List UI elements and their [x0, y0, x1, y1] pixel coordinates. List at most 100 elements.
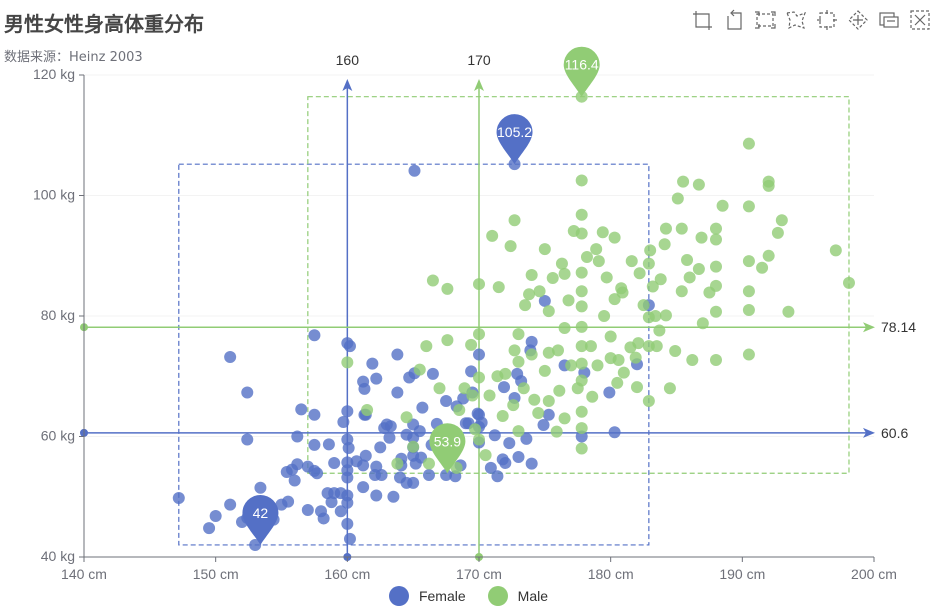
- chart-title: 男性女性身高体重分布: [4, 12, 204, 36]
- point-female: [341, 405, 354, 418]
- point-female: [370, 372, 383, 385]
- point-female: [520, 432, 533, 445]
- point-male: [631, 381, 643, 394]
- data-view-icon[interactable]: [878, 9, 900, 31]
- point-male: [762, 249, 775, 262]
- legend-dot-female: [388, 586, 409, 606]
- point-female: [488, 429, 501, 442]
- point-male: [508, 344, 521, 357]
- legend-item-female[interactable]: Female: [388, 586, 466, 606]
- point-female: [374, 441, 387, 454]
- point-male: [575, 300, 588, 313]
- point-male: [632, 337, 645, 350]
- point-male: [413, 363, 426, 376]
- point-male: [756, 261, 769, 274]
- point-male: [771, 226, 784, 239]
- point-male: [683, 271, 696, 284]
- point-female: [403, 371, 416, 384]
- point-female: [542, 408, 555, 421]
- point-male: [590, 243, 603, 256]
- point-male: [575, 285, 588, 298]
- point-female: [282, 495, 295, 508]
- point-male: [361, 403, 374, 416]
- point-female: [383, 431, 396, 444]
- point-female: [203, 522, 216, 535]
- point-male: [675, 285, 688, 298]
- point-female: [603, 386, 616, 399]
- point-female: [391, 348, 404, 361]
- point-female: [308, 408, 321, 421]
- point-male: [575, 405, 588, 418]
- point-male: [584, 340, 597, 353]
- point-male: [552, 344, 564, 357]
- keep-selection-icon[interactable]: [816, 9, 838, 31]
- point-male: [519, 299, 532, 312]
- point-male: [469, 423, 482, 436]
- zoom-reset-icon[interactable]: [723, 9, 745, 31]
- legend-item-male[interactable]: Male: [487, 586, 549, 606]
- point-female: [291, 458, 304, 471]
- clear-selection-icon[interactable]: [847, 9, 869, 31]
- point-male: [629, 351, 642, 364]
- point-male: [532, 407, 545, 420]
- point-male: [525, 269, 538, 282]
- point-male: [575, 208, 588, 221]
- rect-select-icon[interactable]: [754, 9, 776, 31]
- point-male: [742, 255, 755, 268]
- point-male: [575, 422, 588, 435]
- point-female: [337, 416, 350, 429]
- point-male: [508, 214, 521, 227]
- point-male: [611, 376, 624, 389]
- point-female: [416, 401, 429, 414]
- pin-marker-female: [242, 494, 279, 545]
- x-tick-label: 150 cm: [193, 566, 239, 582]
- point-female: [241, 433, 254, 446]
- point-male: [528, 393, 541, 406]
- point-male: [473, 278, 485, 291]
- point-female: [375, 469, 388, 482]
- point-male: [592, 255, 605, 268]
- mark-line-arrow-male: [863, 322, 875, 333]
- point-female: [343, 340, 356, 353]
- pin-marker-male: [563, 46, 600, 97]
- zoom-in-icon[interactable]: [692, 9, 714, 31]
- restore-icon[interactable]: [909, 9, 931, 31]
- point-male: [596, 226, 609, 239]
- point-male: [466, 389, 479, 402]
- point-male: [565, 359, 578, 372]
- point-male: [633, 267, 646, 280]
- point-male: [341, 356, 354, 369]
- point-female: [322, 438, 335, 451]
- point-male: [555, 257, 568, 270]
- point-male: [422, 457, 435, 470]
- point-male: [762, 175, 775, 188]
- x-tick-label: 170 cm: [456, 566, 502, 582]
- point-male: [523, 288, 536, 301]
- point-female: [473, 348, 485, 361]
- point-male: [642, 257, 655, 270]
- point-male: [659, 309, 672, 322]
- point-female: [357, 481, 370, 494]
- point-female: [358, 382, 371, 395]
- point-male: [644, 244, 657, 257]
- polygon-select-icon[interactable]: [785, 9, 807, 31]
- point-male: [483, 389, 496, 402]
- point-male: [473, 433, 485, 446]
- pin-marker-male: [429, 423, 466, 474]
- point-female: [224, 498, 237, 511]
- point-female: [387, 490, 400, 503]
- point-female: [325, 496, 338, 509]
- point-male: [659, 222, 672, 235]
- mark-line-arrow-male: [474, 79, 484, 91]
- point-male: [517, 382, 530, 395]
- point-male: [550, 425, 563, 438]
- point-male: [492, 281, 505, 294]
- point-female: [512, 450, 525, 463]
- point-male: [504, 240, 517, 253]
- point-male: [692, 178, 705, 191]
- legend: Female Male: [0, 586, 937, 606]
- point-female: [440, 469, 453, 482]
- point-male: [716, 199, 729, 212]
- legend-label-male: Male: [517, 588, 549, 604]
- point-female: [407, 476, 420, 489]
